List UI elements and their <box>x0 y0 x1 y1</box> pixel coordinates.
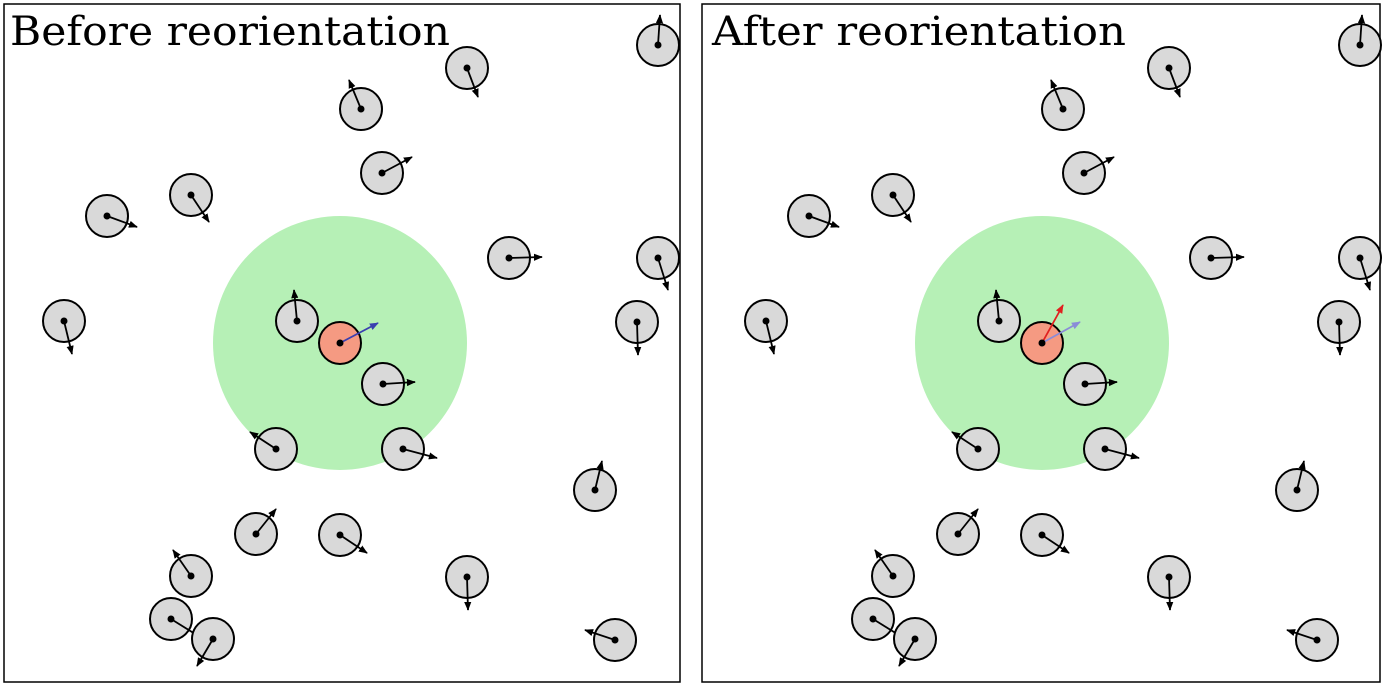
orientation-arrow <box>655 14 664 46</box>
particle-center <box>1207 254 1215 262</box>
particle-center <box>187 191 195 199</box>
orientation-arrow <box>1357 14 1366 46</box>
orientation-arrow <box>808 215 840 228</box>
panel-title: After reorientation <box>711 9 1126 55</box>
orientation-arrow <box>291 289 299 322</box>
particle-center <box>889 572 897 580</box>
particle-center <box>654 254 662 262</box>
particle-center <box>1335 318 1343 326</box>
particle-center <box>357 105 365 113</box>
orientation-arrow <box>1083 156 1115 174</box>
orientation-arrow <box>584 629 616 641</box>
particle-center <box>869 615 877 623</box>
particle-center <box>60 317 68 325</box>
particle-center <box>167 615 175 623</box>
orientation-arrow <box>1168 67 1181 98</box>
particle-center <box>591 486 599 494</box>
orientation-arrow <box>172 549 192 577</box>
orientation-arrow <box>951 431 979 450</box>
particle-center <box>1356 254 1364 262</box>
orientation-arrow <box>993 289 1001 322</box>
particle-center <box>1080 169 1088 177</box>
orientation-arrow <box>1336 321 1344 356</box>
particle-center <box>911 635 919 643</box>
orientation-arrow <box>1084 378 1118 387</box>
orientation-arrow <box>1166 576 1174 611</box>
particle-center <box>1356 41 1364 49</box>
orientation-arrow <box>1104 448 1140 460</box>
particle-center <box>1313 636 1321 644</box>
old-orientation <box>339 322 379 344</box>
particle-center <box>252 530 260 538</box>
orientation-arrow <box>898 638 916 667</box>
particle-center <box>762 317 770 325</box>
orientation-arrow <box>1286 629 1318 641</box>
particle-center <box>187 572 195 580</box>
orientation-arrow <box>63 320 74 355</box>
panel: After reorientation <box>701 3 1382 683</box>
orientation-arrow <box>657 257 670 291</box>
particle-center <box>654 41 662 49</box>
orientation-arrow <box>106 215 138 228</box>
orientation-arrow <box>1359 257 1372 291</box>
particle-center <box>611 636 619 644</box>
particle-center <box>379 380 387 388</box>
orientation-arrow <box>765 320 776 355</box>
particle-center <box>1165 573 1173 581</box>
orientation-arrow <box>508 253 543 261</box>
particle-center <box>1165 64 1173 72</box>
orientation-arrow <box>957 508 979 535</box>
orientation-arrow <box>255 508 277 535</box>
orientation-arrow <box>348 79 362 110</box>
orientation-arrow <box>466 67 479 98</box>
orientation-arrow <box>381 156 413 174</box>
orientation-arrow <box>339 534 368 554</box>
particle-center <box>1293 486 1301 494</box>
particle-center <box>1038 339 1046 347</box>
particle-center <box>399 445 407 453</box>
particle-center <box>974 445 982 453</box>
orientation-arrow <box>196 638 214 667</box>
orientation-arrow <box>1296 460 1306 491</box>
orientation-arrow <box>1210 253 1245 261</box>
particle-center <box>954 530 962 538</box>
orientation-arrow <box>249 431 277 450</box>
orientation-arrow <box>402 448 438 460</box>
orientation-arrow <box>1050 79 1064 110</box>
particle-center <box>995 317 1003 325</box>
particle-center <box>336 531 344 539</box>
particle-center <box>336 339 344 347</box>
orientation-arrow <box>634 321 642 356</box>
particle-center <box>209 635 217 643</box>
orientation-arrow <box>190 194 210 223</box>
orientation-arrow <box>464 576 472 611</box>
orientation-arrow <box>1041 534 1070 554</box>
particle-center <box>463 64 471 72</box>
particle-center <box>103 212 111 220</box>
orientation-arrow <box>594 460 604 491</box>
orientation-arrow <box>382 378 416 387</box>
particle-center <box>505 254 513 262</box>
particle-center <box>1038 531 1046 539</box>
particle-center <box>272 445 280 453</box>
particle-center <box>1081 380 1089 388</box>
panel: Before reorientation <box>3 3 681 683</box>
particle-center <box>889 191 897 199</box>
orientation-arrow <box>892 194 912 223</box>
particle-center <box>378 169 386 177</box>
particle-center <box>293 317 301 325</box>
particle-center <box>1101 445 1109 453</box>
new-orientation <box>1041 304 1064 344</box>
particle-center <box>633 318 641 326</box>
old-orientation <box>1041 321 1081 344</box>
panel-title: Before reorientation <box>10 9 450 55</box>
particle-center <box>805 212 813 220</box>
orientation-arrow <box>874 549 894 577</box>
particle-center <box>463 573 471 581</box>
particle-center <box>1059 105 1067 113</box>
